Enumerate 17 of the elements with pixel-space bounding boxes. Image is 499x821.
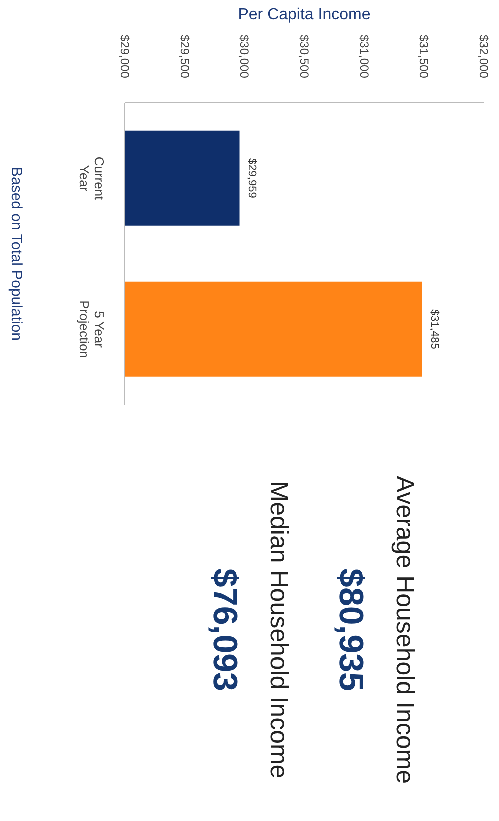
x-tick-label: $31,500 [417, 35, 432, 79]
text: Median Household Income [264, 480, 293, 781]
text: Based on Total Population [8, 166, 25, 344]
x-tick-label: $29,000 [118, 35, 132, 79]
x-tick-label: $32,000 [477, 35, 491, 79]
x-tick-label: $29,500 [178, 35, 192, 79]
y-tick-label: 5 Year Projection [77, 300, 107, 358]
text: Average Household Income [390, 474, 419, 786]
data-label: $31,485 [428, 310, 440, 350]
x-tick-label: $30,500 [298, 35, 312, 79]
text: $76,093 [205, 568, 244, 694]
x-axis-title: Per Capita Income [238, 6, 371, 24]
data-label: $29,959 [246, 158, 258, 198]
x-tick-label: $31,000 [357, 35, 372, 79]
text: $80,935 [331, 568, 370, 694]
x-tick-label: $30,000 [238, 35, 252, 79]
y-tick-label: Current Year [77, 156, 107, 201]
